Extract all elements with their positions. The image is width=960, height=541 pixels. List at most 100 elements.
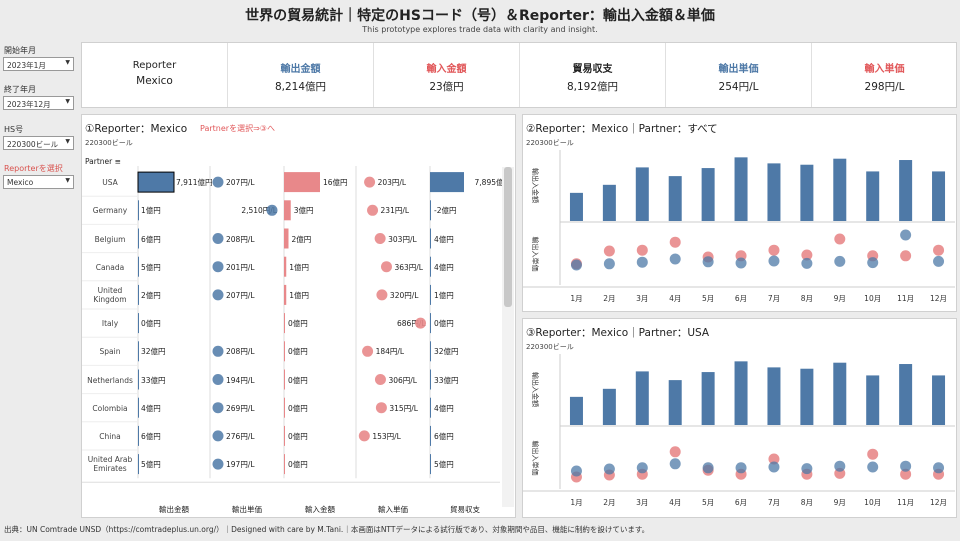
partner-row-label[interactable]: Netherlands	[87, 375, 133, 385]
import-price-value: 686円/L	[397, 319, 426, 329]
import-value: 0億円	[288, 460, 308, 470]
partner-header[interactable]: Partner ≡	[85, 157, 121, 166]
month-tick-label: 5月	[702, 498, 714, 507]
scrollbar-thumb[interactable]	[504, 167, 512, 307]
column-header[interactable]: 輸出金額	[159, 505, 189, 515]
export-amount-bar	[899, 160, 913, 221]
export-amount-bar	[800, 368, 814, 425]
month-tick-label: 3月	[636, 294, 648, 303]
month-tick-label: 7月	[768, 294, 780, 303]
partner-row-label[interactable]: USA	[102, 178, 118, 188]
kpi-reporter: Reporter Mexico	[82, 43, 228, 107]
import-price-dot	[374, 374, 386, 385]
partner-row-label[interactable]: Italy	[101, 319, 119, 329]
hs-select[interactable]: 220300ビール ▼	[3, 136, 74, 150]
month-tick-label: 8月	[801, 294, 813, 303]
import-price-value: 153円/L	[372, 431, 401, 441]
import-price-dot	[362, 345, 374, 357]
start-month-value: 2023年1月	[7, 61, 46, 70]
panel1-hint: Partnerを選択⇒③へ	[200, 124, 275, 133]
table-scrollbar[interactable]	[502, 167, 514, 507]
import-value: 1億円	[289, 290, 310, 300]
kpi-import: 輸入金額 23億円	[374, 43, 520, 107]
kpi-import-label: 輸入金額	[426, 64, 467, 75]
import-bar	[284, 200, 291, 221]
panel1-title: ①Reporter：Mexico	[85, 123, 188, 135]
partner-row-label[interactable]: Belgium	[94, 234, 126, 244]
import-bar	[284, 369, 285, 390]
import-bar	[284, 341, 285, 362]
end-month-select[interactable]: 2023年12月 ▼	[3, 96, 74, 110]
page-title: 世界の貿易統計｜特定のHSコード（号）＆Reporter：輸出入金額＆単価	[245, 8, 715, 24]
column-header[interactable]: 輸入金額	[305, 505, 335, 515]
partner-row-label[interactable]: United Arab Emirates	[87, 455, 133, 474]
partner-row-label[interactable]: United Kingdom	[93, 285, 127, 304]
export-bar	[138, 228, 139, 249]
import-price-dot	[636, 244, 648, 256]
partner-row-label[interactable]: Canada	[95, 262, 125, 272]
kpi-export-price-value: 254円/L	[718, 81, 759, 93]
import-value: 1億円	[289, 262, 310, 272]
balance-value: 32億円	[434, 347, 459, 357]
export-price-dot	[702, 256, 714, 268]
partner-row-label[interactable]: Spain	[99, 347, 121, 357]
export-price-dot	[669, 253, 681, 265]
kpi-export: 輸出金額 8,214億円	[228, 43, 374, 107]
month-tick-label: 3月	[636, 498, 648, 507]
end-month-value: 2023年12月	[7, 100, 51, 109]
export-amount-bar	[701, 372, 715, 425]
export-value: 5億円	[141, 262, 161, 272]
import-price-dot	[867, 448, 879, 460]
export-price-value: 197円/L	[226, 460, 255, 470]
export-price-dot	[735, 462, 747, 474]
export-price-dot	[834, 255, 846, 267]
export-price-dot	[867, 257, 879, 269]
import-price-dot	[380, 261, 392, 273]
balance-value: 4億円	[434, 403, 454, 413]
column-header[interactable]: 輸出単価	[232, 505, 262, 515]
month-tick-label: 7月	[768, 498, 780, 507]
export-price-dot	[212, 345, 224, 357]
export-bar	[138, 200, 139, 221]
balance-bar	[430, 397, 431, 418]
kpi-balance: 貿易収支 8,192億円	[520, 43, 666, 107]
month-tick-label: 10月	[864, 498, 881, 507]
import-price-dot	[367, 204, 379, 216]
export-price-dot	[801, 257, 813, 269]
export-amount-bar	[833, 158, 847, 221]
import-price-value: 203円/L	[377, 178, 407, 188]
export-price-dot	[702, 462, 714, 474]
y-axis-label-amount: 輸出入金額	[531, 372, 540, 407]
balance-value: 4億円	[434, 262, 454, 272]
kpi-import-price: 輸入単価 298円/L	[812, 43, 957, 107]
reporter-label: Reporterを選択	[4, 164, 63, 173]
export-price-value: 276円/L	[226, 431, 255, 441]
export-amount-bar	[932, 171, 946, 221]
column-header[interactable]: 貿易収支	[450, 505, 480, 515]
month-tick-label: 12月	[930, 498, 947, 507]
kpi-strip: Reporter Mexico 輸出金額 8,214億円 輸入金額 23億円 貿…	[81, 42, 957, 108]
import-price-dot	[415, 317, 427, 329]
export-price-value: 201円/L	[226, 262, 255, 272]
export-bar	[138, 369, 139, 390]
column-header[interactable]: 輸入単価	[378, 505, 408, 515]
export-amount-bar	[734, 157, 748, 221]
partner-row-label[interactable]: China	[99, 431, 121, 441]
import-price-dot	[669, 236, 681, 248]
balance-bar	[430, 284, 431, 305]
export-bar	[138, 397, 139, 418]
reporter-select[interactable]: Mexico ▼	[3, 175, 74, 189]
import-bar	[284, 284, 287, 305]
import-price-value: 184円/L	[375, 347, 405, 357]
export-value: 6億円	[141, 431, 161, 441]
export-price-dot	[768, 255, 780, 267]
start-month-select[interactable]: 2023年1月 ▼	[3, 57, 74, 71]
import-value: 0億円	[288, 319, 308, 329]
partner-row-label[interactable]: Colombia	[92, 403, 128, 413]
partner-row-label[interactable]: Germany	[92, 206, 128, 216]
import-bar	[284, 228, 289, 249]
import-price-dot	[768, 244, 780, 256]
export-amount-bar	[899, 364, 913, 425]
import-bar	[284, 313, 285, 334]
